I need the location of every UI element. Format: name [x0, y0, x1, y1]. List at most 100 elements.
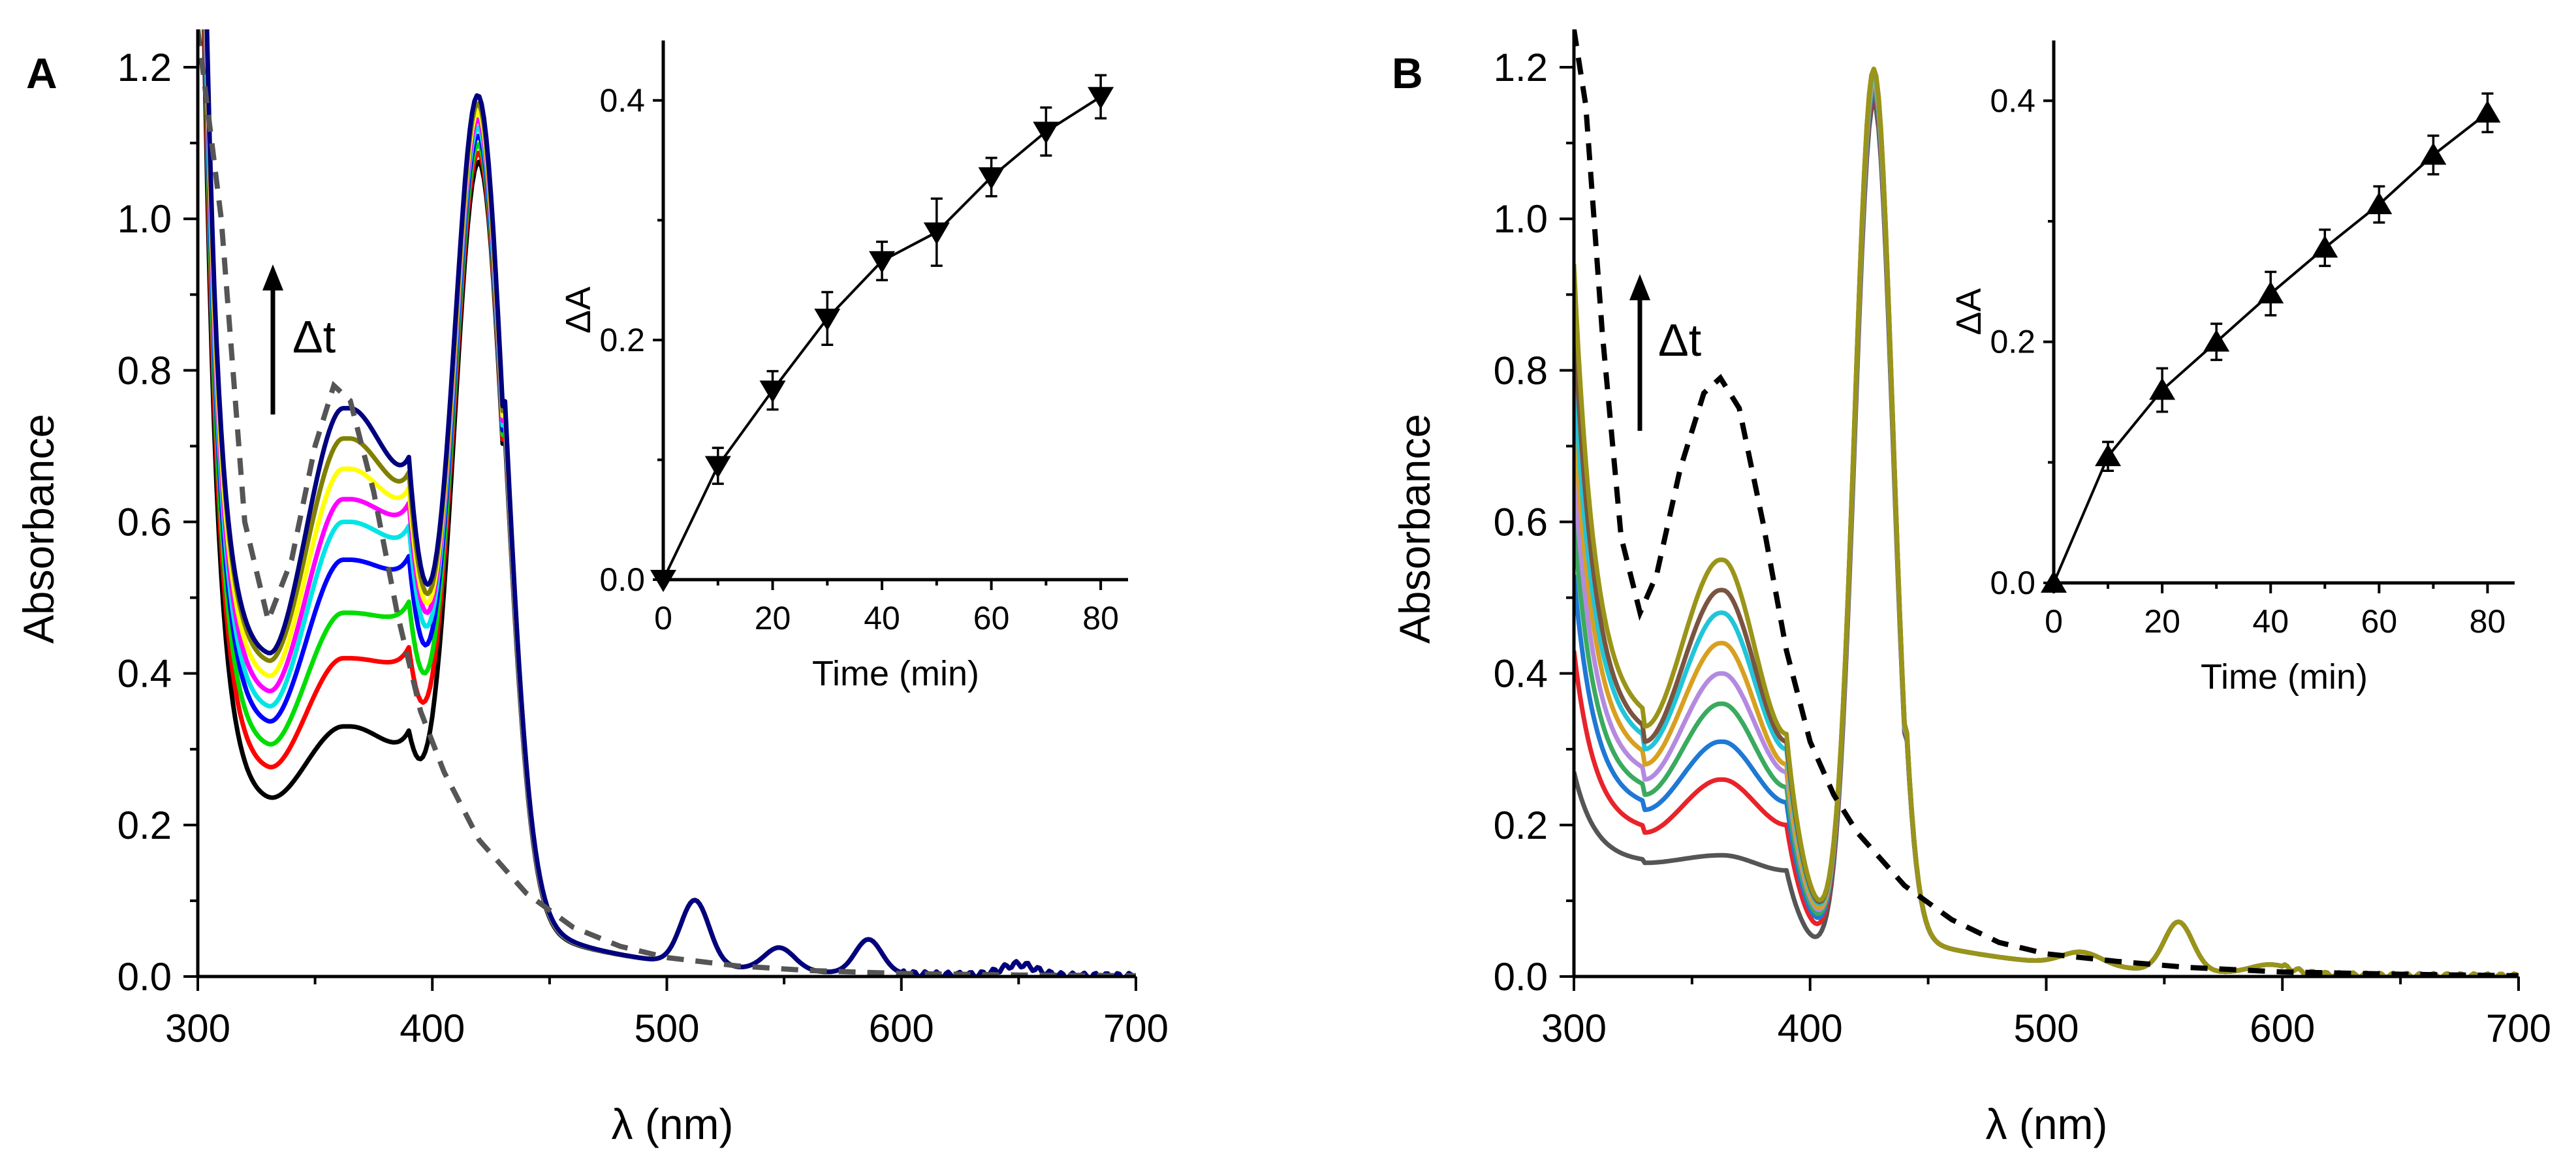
panel-b-label: B [1392, 49, 1423, 97]
panel-a-y-tick-label: 0.4 [118, 652, 172, 696]
panel-a-inset-y-tick-label: 0.2 [599, 322, 645, 358]
panel-a-x-tick-label: 300 [165, 1007, 230, 1050]
panel-b-inset-point [2312, 235, 2338, 258]
panel-a-y-tick-label: 0.2 [118, 804, 172, 847]
panel-a-trace-t0 [202, 29, 1136, 977]
panel-b-trace-t0 [1574, 100, 2519, 977]
panel-b-traces [1574, 29, 2519, 977]
panel-a-y-tick-label: 1.2 [118, 46, 172, 89]
panel-a-inset: 0 20 40 60 80 0.0 0.2 0.4 Time (min) ΔA [559, 40, 1128, 693]
panel-a-inset-x-tick-label: 20 [755, 600, 791, 636]
panel-a-series [198, 29, 1136, 977]
panel-a-y-tick-label: 1.0 [118, 197, 172, 241]
panel-a-y-tick-label: 0.8 [118, 349, 172, 392]
panel-a-x-tick-label: 400 [400, 1007, 465, 1050]
panel-a-inset-point [869, 251, 896, 274]
panel-a-inset-point [1033, 121, 1060, 144]
panel-a-x-tick-label: 700 [1103, 1007, 1169, 1050]
panel-a-inset-y-title: ΔA [559, 287, 598, 334]
panel-a-y-tick-label: 0.6 [118, 501, 172, 544]
panel-a-trace-t2 [202, 29, 1136, 977]
panel-a-y-title: Absorbance [14, 414, 63, 644]
panel-b-x-tick-label: 500 [2013, 1007, 2079, 1050]
panel-b-inset-point [2474, 100, 2501, 123]
panel-b-inset-y-title: ΔA [1949, 288, 1988, 335]
panel-b-trace-t1 [1574, 91, 2519, 977]
panel-b-inset-point [2257, 281, 2284, 304]
panel-a-trace-t5 [204, 29, 1136, 977]
panel-a-inset-x-title: Time (min) [812, 654, 979, 693]
panel-b-inset-x-tick-label: 0 [2045, 603, 2063, 640]
panel-b-x-tick-label: 700 [2486, 1007, 2551, 1050]
panel-b-inset-y-tick-label: 0.2 [1990, 324, 2035, 360]
panel-a-inset-x-tick-label: 60 [973, 600, 1010, 636]
panel-b-inset-point [2366, 192, 2393, 215]
panel-a-inset-point [978, 167, 1005, 190]
panel-b-inset-point [2420, 142, 2447, 165]
panel-b-inset-line [2052, 112, 2489, 584]
panel-b-inset-point [2149, 377, 2176, 400]
panel-a-traces [198, 29, 1136, 977]
panel-a-inset-line [662, 95, 1102, 580]
panel-b-y-tick-label: 0.6 [1494, 501, 1548, 544]
panel-a-trace-t3 [203, 29, 1136, 977]
panel-a-inset-point [704, 456, 731, 478]
panel-a-delta-t-label: Δt [292, 311, 336, 362]
panel-b-inset-x-tick-label: 60 [2361, 603, 2398, 640]
panel-b-y-tick-label: 0.2 [1494, 804, 1548, 847]
panel-a-x-title: λ (nm) [612, 1100, 734, 1148]
panel-a-trace-t1 [202, 29, 1136, 977]
panel-a-inset-point [1088, 87, 1114, 110]
panel-b-y-tick-label: 0.4 [1494, 652, 1548, 696]
panel-a-inset-point [923, 222, 950, 245]
panel-a-inset-point [650, 570, 676, 592]
panel-b-x-tick-label: 600 [2250, 1007, 2315, 1050]
panel-a-inset-y-tick-label: 0.0 [599, 561, 645, 598]
panel-b-series [1574, 29, 2519, 977]
panel-b-delta-t-label: Δt [1658, 315, 1701, 366]
panel-a-x-tick-label: 500 [634, 1007, 699, 1050]
panel-b-trace-t3 [1574, 83, 2519, 977]
panel-b-inset: 0 20 40 60 80 0.0 0.2 0.4 Time (min) ΔA [1949, 40, 2515, 696]
panel-a-inset-point [814, 308, 841, 331]
panel-b-inset-x-tick-label: 80 [2470, 603, 2506, 640]
panel-a-time-arrow-head [262, 264, 283, 290]
panel-b-y-tick-label: 1.2 [1494, 46, 1548, 89]
panel-b-y-tick-label: 1.0 [1494, 197, 1548, 241]
panel-a-trace-t4 [203, 29, 1136, 977]
panel-b-inset-point [2095, 444, 2122, 467]
panel-b-x-tick-label: 400 [1778, 1007, 1843, 1050]
panel-b-reference-dashed-line [1574, 29, 2519, 977]
panel-a-inset-x-tick-label: 0 [654, 600, 672, 636]
panel-a-label: A [26, 49, 57, 97]
panel-a-inset-y-tick-label: 0.4 [599, 82, 645, 119]
panel-a-inset-point [759, 380, 786, 403]
panel-b-inset-point [2203, 329, 2230, 352]
panel-b-trace-t4 [1574, 78, 2519, 977]
panel-b-x-tick-label: 300 [1541, 1007, 1607, 1050]
panel-a-inset-x-tick-label: 40 [864, 600, 900, 636]
panel-a-trace-t7 [204, 29, 1136, 977]
panel-b-y-tick-label: 0.8 [1494, 349, 1548, 392]
panel-b-y-title: Absorbance [1390, 414, 1439, 644]
panel-b-inset-point [2041, 571, 2067, 593]
panel-b-time-arrow-head [1629, 274, 1650, 300]
panel-a-inset-x-tick-label: 80 [1082, 600, 1119, 636]
panel-b-y-tick-label: 0.0 [1494, 955, 1548, 999]
panel-a-trace-t8 [204, 29, 1136, 977]
panel-a-trace-t6 [204, 29, 1136, 977]
panel-a-reference-dashed-line [198, 29, 1136, 977]
panel-a-x-tick-label: 600 [869, 1007, 934, 1050]
panel-b-inset-x-title: Time (min) [2201, 657, 2368, 696]
panel-b-inset-y-tick-label: 0.0 [1990, 565, 2035, 601]
panel-b-x-title: λ (nm) [1986, 1100, 2108, 1148]
panel-b-inset-x-tick-label: 40 [2252, 603, 2289, 640]
panel-b-inset-y-tick-label: 0.4 [1990, 82, 2035, 119]
panel-b-inset-x-tick-label: 20 [2144, 603, 2180, 640]
panel-a-y-tick-label: 0.0 [118, 955, 172, 999]
